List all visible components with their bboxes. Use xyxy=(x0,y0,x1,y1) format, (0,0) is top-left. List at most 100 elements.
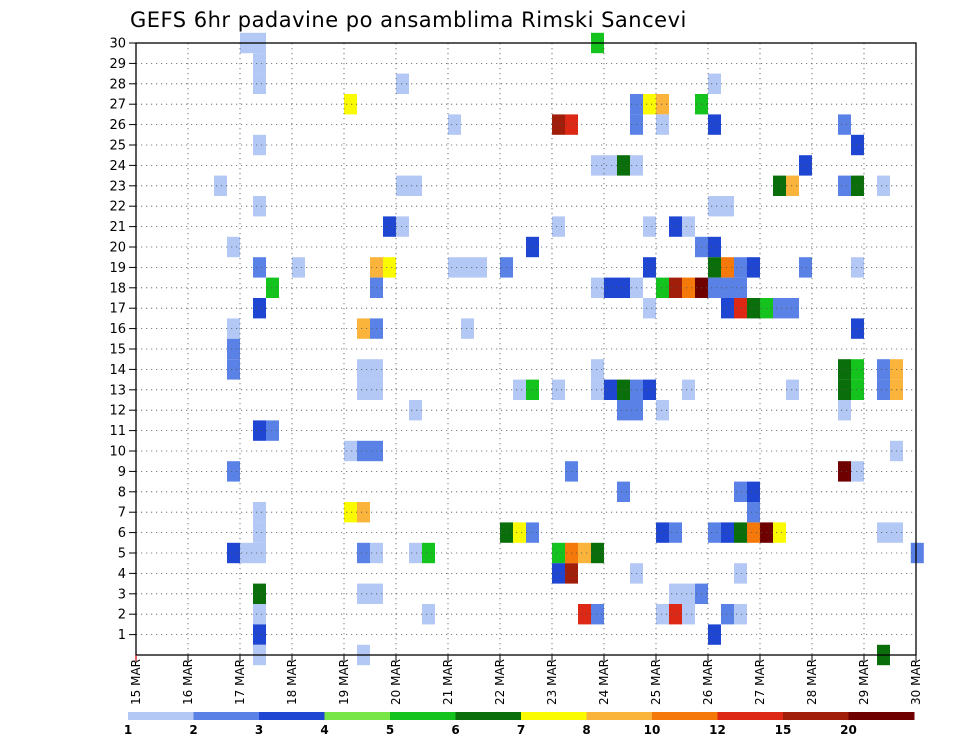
precip-cell xyxy=(669,522,682,543)
precip-cell xyxy=(877,379,890,400)
precip-cell xyxy=(734,277,747,298)
precip-cell xyxy=(461,257,474,278)
y-tick-label: 30 xyxy=(109,37,126,52)
precip-cell xyxy=(253,53,266,74)
precip-cell xyxy=(708,236,721,258)
precip-cell xyxy=(747,257,760,278)
legend-label: 8 xyxy=(582,723,590,737)
legend-swatch xyxy=(455,712,522,720)
precip-cell xyxy=(396,73,409,94)
precip-cell xyxy=(682,277,695,298)
precip-cell xyxy=(604,379,617,400)
precip-cell xyxy=(461,318,474,339)
precip-cell xyxy=(851,379,864,400)
precip-cell xyxy=(253,134,266,156)
precip-cell xyxy=(708,114,721,135)
precip-cell xyxy=(669,277,682,298)
color-legend: 1 2 3 4 5 6 7 8 10 12 15 20 xyxy=(124,712,915,737)
precip-cell xyxy=(357,359,370,380)
x-tick-label: 18 MAR xyxy=(285,659,299,705)
precip-cell xyxy=(227,359,240,380)
precip-cell xyxy=(357,542,370,564)
precip-cell xyxy=(227,338,240,360)
precip-cell xyxy=(253,502,266,523)
legend-label: 12 xyxy=(709,723,726,737)
precip-cell xyxy=(721,298,734,319)
x-tick-label: 19 MAR xyxy=(337,659,351,705)
precip-cell xyxy=(643,94,656,115)
y-tick-label: 21 xyxy=(109,220,126,235)
precip-cell xyxy=(526,379,539,400)
precip-cell xyxy=(409,175,422,196)
x-tick-label: 26 MAR xyxy=(701,659,715,705)
precip-cell xyxy=(604,277,617,298)
precip-cell xyxy=(253,583,266,604)
precip-cell xyxy=(877,359,890,380)
precip-cell xyxy=(617,277,630,298)
precip-cell xyxy=(734,257,747,278)
precip-cell xyxy=(643,257,656,278)
x-tick-label: 15 MAR xyxy=(129,659,143,705)
x-tick-label: 23 MAR xyxy=(545,659,559,705)
precip-cell xyxy=(708,522,721,543)
precip-cell xyxy=(682,379,695,400)
y-tick-label: 18 xyxy=(109,281,126,296)
y-tick-label: 24 xyxy=(109,159,126,174)
x-tick-label: 30 MAR xyxy=(909,659,923,705)
precip-cell xyxy=(591,359,604,380)
legend-label: 10 xyxy=(644,723,661,737)
precip-cell xyxy=(851,134,864,156)
legend-label: 15 xyxy=(775,723,792,737)
y-tick-label: 9 xyxy=(118,465,126,480)
precip-cell xyxy=(448,114,461,135)
precip-cell xyxy=(578,542,591,564)
precip-cell xyxy=(747,298,760,319)
legend-swatch xyxy=(324,712,391,720)
precip-cell xyxy=(253,624,266,645)
precip-cell xyxy=(253,73,266,94)
legend-label: 4 xyxy=(320,723,328,737)
precip-cell xyxy=(643,379,656,400)
precip-cell xyxy=(838,461,851,482)
precip-cell xyxy=(708,196,721,217)
precip-cell xyxy=(357,379,370,400)
precip-cell xyxy=(383,257,396,278)
precip-cell xyxy=(734,604,747,625)
precip-cell xyxy=(591,277,604,298)
y-tick-label: 7 xyxy=(118,506,126,521)
precip-cell xyxy=(669,583,682,604)
precip-cell xyxy=(721,196,734,217)
precip-cell xyxy=(682,216,695,237)
precip-cell xyxy=(253,420,266,441)
precip-cell xyxy=(552,542,565,564)
precip-cell xyxy=(591,604,604,625)
precip-cell xyxy=(838,359,851,380)
x-tick-label: 22 MAR xyxy=(493,659,507,705)
x-axis: 15 MAR 16 MAR 17 MAR 18 MAR 19 MAR 20 MAR 21 M… xyxy=(129,655,923,705)
legend-label: 6 xyxy=(451,723,459,737)
precip-cell xyxy=(552,114,565,135)
precip-cell xyxy=(734,481,747,502)
precip-cell xyxy=(734,522,747,543)
precip-cell xyxy=(227,542,240,564)
precip-cell xyxy=(344,502,357,523)
precip-cell xyxy=(747,481,760,502)
y-tick-label: 4 xyxy=(118,567,126,582)
precip-cell xyxy=(851,257,864,278)
x-tick-label: 16 MAR xyxy=(181,659,195,705)
precip-cell xyxy=(682,604,695,625)
legend-swatch xyxy=(783,712,849,720)
y-tick-label: 10 xyxy=(109,445,126,460)
precip-cell xyxy=(513,522,526,543)
precip-cell xyxy=(910,542,924,564)
precip-cell xyxy=(786,175,799,196)
legend-swatch xyxy=(128,712,194,720)
precip-cell xyxy=(708,624,721,645)
legend-label: 1 xyxy=(124,723,132,737)
legend-swatch xyxy=(652,712,718,720)
precip-cell xyxy=(838,379,851,400)
precip-cell xyxy=(617,400,630,421)
precip-cell xyxy=(396,216,409,237)
precip-cell xyxy=(838,175,851,196)
legend-swatch xyxy=(390,712,456,720)
